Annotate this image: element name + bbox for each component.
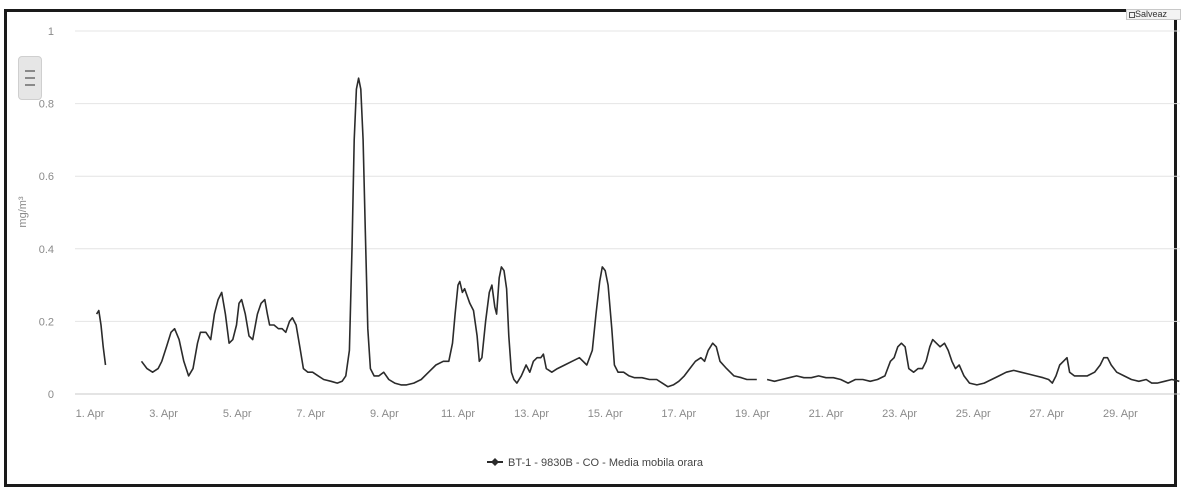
chart-menu-button[interactable] (18, 56, 42, 100)
menu-bar-icon (25, 77, 35, 79)
x-tick-label: 9. Apr (370, 408, 399, 420)
menu-bar-icon (25, 70, 35, 72)
x-tick-label: 21. Apr (809, 408, 844, 420)
series-line (95, 309, 107, 366)
y-tick-label: 0.4 (39, 244, 54, 256)
x-axis-ticks: 1. Apr 3. Apr 5. Apr 7. Apr 9. Apr 11. Apr 13.… (76, 408, 1139, 420)
x-tick-label: 27. Apr (1029, 408, 1064, 420)
series-line (140, 77, 757, 388)
series-lines (95, 77, 1180, 388)
x-tick-label: 29. Apr (1103, 408, 1138, 420)
chart-frame (4, 9, 1177, 487)
x-tick-label: 17. Apr (661, 408, 696, 420)
x-tick-label: 5. Apr (223, 408, 252, 420)
y-tick-label: 0.8 (39, 99, 54, 111)
y-tick-label: 0.6 (39, 171, 54, 183)
legend-marker-icon (491, 458, 499, 466)
y-tick-label: 1 (48, 26, 54, 38)
x-tick-label: 19. Apr (735, 408, 770, 420)
x-tick-label: 13. Apr (514, 408, 549, 420)
x-tick-label: 1. Apr (76, 408, 105, 420)
export-button[interactable]: Salveaz (1126, 9, 1181, 20)
y-axis-ticks: 0 0.2 0.4 0.6 0.8 1 (39, 26, 54, 401)
x-tick-label: 11. Apr (441, 408, 475, 420)
x-tick-label: 15. Apr (588, 408, 623, 420)
y-tick-label: 0.2 (39, 316, 54, 328)
menu-bar-icon (25, 84, 35, 86)
series-line (766, 338, 1180, 386)
x-tick-label: 3. Apr (149, 408, 178, 420)
x-tick-label: 25. Apr (956, 408, 991, 420)
x-tick-label: 23. Apr (882, 408, 917, 420)
legend[interactable]: BT-1 - 9830B - CO - Media mobila orara (487, 457, 704, 469)
gridlines (75, 30, 1180, 395)
y-tick-label: 0 (48, 389, 54, 401)
legend-label: BT-1 - 9830B - CO - Media mobila orara (508, 457, 704, 469)
x-tick-label: 7. Apr (296, 408, 325, 420)
y-axis-label: mg/m³ (17, 196, 29, 228)
